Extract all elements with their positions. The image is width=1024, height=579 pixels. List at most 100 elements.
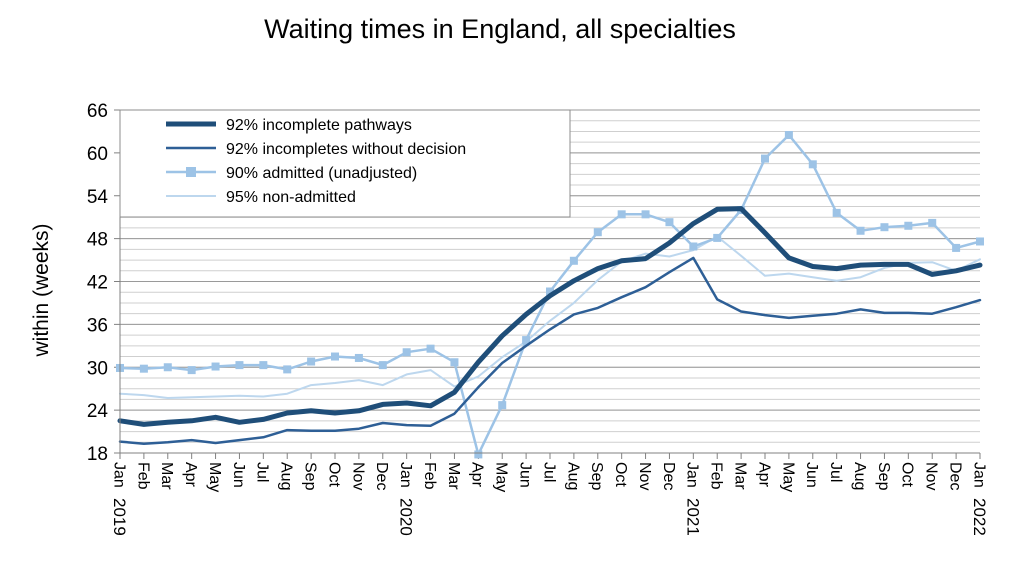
data-point-marker bbox=[665, 218, 674, 227]
y-tick-label: 48 bbox=[87, 230, 108, 251]
x-tick-label: Nov bbox=[923, 462, 940, 490]
data-point-marker bbox=[784, 131, 793, 140]
x-tick-label: Feb bbox=[421, 462, 438, 490]
x-tick-label: Jul bbox=[827, 462, 844, 482]
data-point-marker bbox=[474, 450, 483, 459]
legend-box bbox=[119, 109, 571, 218]
y-axis-label: within (weeks) bbox=[30, 223, 53, 357]
legend-marker bbox=[186, 167, 196, 177]
x-tick-label: Apr bbox=[469, 462, 486, 488]
x-tick-label: Nov bbox=[636, 462, 653, 490]
legend-label: 92% incompletes without decision bbox=[226, 141, 466, 158]
x-tick-label: Dec bbox=[947, 462, 964, 490]
legend: 92% incomplete pathways 92% incompletes w… bbox=[119, 109, 571, 218]
data-point-marker bbox=[976, 237, 984, 246]
x-year-label: 2022 bbox=[970, 498, 989, 536]
data-point-marker bbox=[331, 352, 339, 361]
data-point-marker bbox=[856, 226, 865, 235]
data-point-marker bbox=[426, 344, 435, 353]
data-point-marker bbox=[307, 357, 316, 366]
legend-label: 90% admitted (unadjusted) bbox=[226, 165, 417, 182]
x-tick-label: Jun bbox=[803, 462, 820, 488]
y-tick-label: 36 bbox=[87, 315, 108, 336]
x-tick-label: Mar bbox=[732, 462, 749, 490]
x-tick-label: Feb bbox=[708, 462, 725, 490]
y-tick-label: 42 bbox=[87, 273, 108, 294]
x-tick-label: Mar bbox=[158, 462, 175, 490]
data-point-marker bbox=[378, 361, 387, 370]
x-tick-label: Mar bbox=[445, 462, 462, 490]
x-tick-label: Aug bbox=[851, 462, 868, 490]
data-point-marker bbox=[641, 210, 650, 219]
data-point-marker bbox=[880, 223, 889, 232]
legend-label: 95% non-admitted bbox=[226, 189, 356, 206]
x-tick-label: Sep bbox=[875, 462, 892, 491]
x-tick-label: Oct bbox=[899, 462, 916, 487]
x-tick-label: Nov bbox=[349, 462, 366, 490]
y-tick-label: 24 bbox=[87, 401, 109, 422]
data-point-marker bbox=[259, 361, 268, 370]
x-tick-label: Aug bbox=[278, 462, 295, 490]
data-point-marker bbox=[354, 353, 363, 362]
x-tick-label: Jan bbox=[397, 462, 414, 488]
y-tick-label: 18 bbox=[87, 444, 108, 465]
data-point-marker bbox=[569, 256, 578, 265]
data-point-marker bbox=[235, 361, 244, 370]
data-point-marker bbox=[832, 208, 841, 217]
y-tick-label: 54 bbox=[87, 187, 109, 208]
series-line-1 bbox=[118, 256, 982, 445]
x-tick-label: Jun bbox=[517, 462, 534, 488]
x-tick-label: Jan bbox=[110, 462, 127, 488]
x-tick-label: Jan bbox=[970, 462, 987, 488]
data-point-marker bbox=[450, 358, 459, 367]
x-year-label: 2021 bbox=[683, 498, 702, 536]
data-point-marker bbox=[689, 242, 698, 251]
x-tick-label: Feb bbox=[134, 462, 151, 490]
data-point-marker bbox=[187, 366, 196, 375]
x-tick-label: Aug bbox=[564, 462, 581, 490]
x-tick-label: Dec bbox=[660, 462, 677, 490]
x-tick-label: Jul bbox=[254, 462, 271, 482]
x-tick-label: Jun bbox=[230, 462, 247, 488]
y-tick-label: 30 bbox=[87, 358, 108, 379]
x-tick-label: Jan bbox=[684, 462, 701, 488]
y-tick-label: 66 bbox=[87, 101, 108, 122]
data-point-marker bbox=[713, 233, 722, 242]
data-point-marker bbox=[952, 243, 961, 252]
x-tick-label: Sep bbox=[302, 462, 319, 491]
data-point-marker bbox=[546, 287, 554, 296]
data-point-marker bbox=[211, 362, 220, 371]
data-point-marker bbox=[283, 365, 292, 374]
data-point-marker bbox=[928, 218, 937, 227]
x-axis-ticks: Jan Feb Mar Apr May Jun Jul Aug Sep Oct Nov Dec Jan F… bbox=[110, 453, 989, 536]
series-lines bbox=[116, 131, 984, 459]
data-point-marker bbox=[617, 210, 626, 219]
data-point-marker bbox=[498, 401, 507, 410]
data-point-marker bbox=[761, 154, 769, 163]
x-tick-label: May bbox=[779, 462, 796, 492]
x-tick-label: Oct bbox=[325, 462, 342, 487]
data-point-marker bbox=[593, 228, 602, 237]
x-tick-label: Apr bbox=[755, 462, 772, 488]
data-point-marker bbox=[808, 160, 817, 169]
data-point-marker bbox=[163, 363, 172, 372]
x-tick-label: May bbox=[206, 462, 223, 492]
data-point-marker bbox=[522, 336, 531, 345]
x-tick-label: Oct bbox=[612, 462, 629, 487]
data-point-marker bbox=[139, 364, 148, 373]
series-line-3 bbox=[119, 235, 981, 399]
x-year-label: 2020 bbox=[397, 498, 416, 536]
x-tick-label: May bbox=[493, 462, 510, 492]
legend-label: 92% incomplete pathways bbox=[226, 117, 412, 134]
y-tick-label: 60 bbox=[87, 144, 108, 165]
y-axis-ticks: 18 24 30 36 42 48 54 60 66 bbox=[87, 101, 120, 465]
x-tick-label: Jul bbox=[540, 462, 557, 482]
x-tick-label: Apr bbox=[182, 462, 199, 488]
x-tick-label: Sep bbox=[588, 462, 605, 491]
x-tick-label: Dec bbox=[373, 462, 390, 490]
series-line-0 bbox=[117, 206, 983, 427]
chart-title: Waiting times in England, all specialtie… bbox=[264, 14, 736, 44]
data-point-marker bbox=[904, 221, 913, 230]
x-year-label: 2019 bbox=[110, 498, 129, 536]
